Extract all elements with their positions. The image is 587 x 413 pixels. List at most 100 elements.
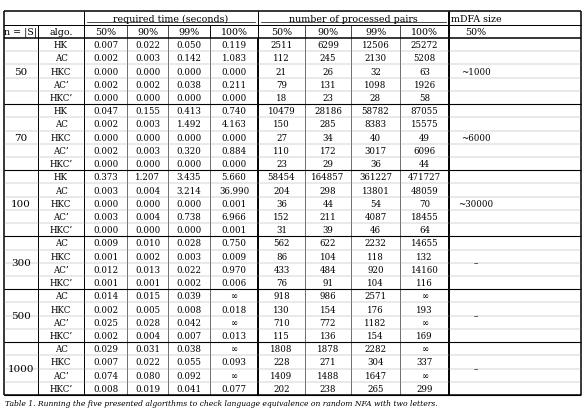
Text: HK: HK <box>54 173 68 182</box>
Text: 54: 54 <box>370 199 381 208</box>
Text: 0.000: 0.000 <box>176 94 201 103</box>
Text: 112: 112 <box>273 54 290 63</box>
Text: 298: 298 <box>320 186 336 195</box>
Text: AC: AC <box>55 344 68 354</box>
Text: 202: 202 <box>273 384 290 393</box>
Text: AC’: AC’ <box>53 81 69 90</box>
Text: 132: 132 <box>416 252 433 261</box>
Text: 0.001: 0.001 <box>93 278 118 287</box>
Text: 1409: 1409 <box>271 371 293 380</box>
Text: –: – <box>474 311 478 320</box>
Text: AC: AC <box>55 54 68 63</box>
Text: 50%: 50% <box>95 28 116 37</box>
Text: 0.142: 0.142 <box>177 54 201 63</box>
Text: 70: 70 <box>14 133 28 142</box>
Text: 0.738: 0.738 <box>177 212 201 221</box>
Text: 164857: 164857 <box>311 173 345 182</box>
Text: HKC: HKC <box>51 133 71 142</box>
Text: algo.: algo. <box>49 28 73 37</box>
Text: 1098: 1098 <box>365 81 387 90</box>
Text: ∞: ∞ <box>231 292 238 301</box>
Text: n = |S|: n = |S| <box>5 28 38 37</box>
Text: 1182: 1182 <box>365 318 387 327</box>
Text: 0.000: 0.000 <box>176 160 201 169</box>
Text: AC’: AC’ <box>53 265 69 274</box>
Text: 361227: 361227 <box>359 173 392 182</box>
Text: 1878: 1878 <box>317 344 339 354</box>
Text: 622: 622 <box>320 239 336 248</box>
Text: 0.000: 0.000 <box>135 199 160 208</box>
Text: –: – <box>474 364 478 373</box>
Text: HKC: HKC <box>51 252 71 261</box>
Text: 36: 36 <box>370 160 381 169</box>
Text: 49: 49 <box>419 133 430 142</box>
Text: 21: 21 <box>276 67 287 76</box>
Text: 920: 920 <box>367 265 384 274</box>
Text: 0.013: 0.013 <box>135 265 160 274</box>
Text: 13801: 13801 <box>362 186 389 195</box>
Text: 0.019: 0.019 <box>135 384 160 393</box>
Text: 0.003: 0.003 <box>93 186 118 195</box>
Text: mDFA size: mDFA size <box>451 14 501 24</box>
Text: 0.413: 0.413 <box>177 107 201 116</box>
Text: 0.038: 0.038 <box>177 344 201 354</box>
Text: 0.007: 0.007 <box>93 358 118 367</box>
Text: 15575: 15575 <box>411 120 438 129</box>
Text: ∞: ∞ <box>421 292 428 301</box>
Text: 271: 271 <box>320 358 336 367</box>
Text: 14160: 14160 <box>410 265 438 274</box>
Text: 0.000: 0.000 <box>221 160 247 169</box>
Text: 0.007: 0.007 <box>93 41 118 50</box>
Text: 3.214: 3.214 <box>177 186 201 195</box>
Text: 28186: 28186 <box>314 107 342 116</box>
Text: 0.000: 0.000 <box>93 199 118 208</box>
Text: 0.010: 0.010 <box>135 239 160 248</box>
Text: 0.003: 0.003 <box>93 212 118 221</box>
Text: 2571: 2571 <box>365 292 387 301</box>
Text: 1.083: 1.083 <box>221 54 247 63</box>
Text: 58454: 58454 <box>268 173 295 182</box>
Text: 0.022: 0.022 <box>177 265 201 274</box>
Text: 918: 918 <box>273 292 290 301</box>
Text: 0.001: 0.001 <box>135 278 160 287</box>
Text: 0.009: 0.009 <box>93 239 118 248</box>
Text: 0.000: 0.000 <box>221 67 247 76</box>
Text: ~30000: ~30000 <box>458 199 494 208</box>
Text: 0.000: 0.000 <box>93 225 118 235</box>
Text: 6.966: 6.966 <box>222 212 247 221</box>
Text: ∞: ∞ <box>421 344 428 354</box>
Text: 0.155: 0.155 <box>135 107 160 116</box>
Text: 32: 32 <box>370 67 381 76</box>
Text: 0.042: 0.042 <box>177 318 201 327</box>
Text: 0.000: 0.000 <box>135 67 160 76</box>
Text: 76: 76 <box>276 278 287 287</box>
Text: 70: 70 <box>419 199 430 208</box>
Text: 5208: 5208 <box>413 54 436 63</box>
Text: 0.000: 0.000 <box>135 160 160 169</box>
Text: 91: 91 <box>322 278 333 287</box>
Text: 0.002: 0.002 <box>93 331 118 340</box>
Text: 99%: 99% <box>365 28 386 37</box>
Text: 285: 285 <box>320 120 336 129</box>
Text: 46: 46 <box>370 225 381 235</box>
Text: ∞: ∞ <box>421 318 428 327</box>
Text: 500: 500 <box>11 311 31 320</box>
Text: 116: 116 <box>416 278 433 287</box>
Text: 58: 58 <box>419 94 430 103</box>
Text: 90%: 90% <box>137 28 158 37</box>
Text: 23: 23 <box>276 160 287 169</box>
Text: 238: 238 <box>320 384 336 393</box>
Text: 36: 36 <box>276 199 287 208</box>
Text: ~1000: ~1000 <box>461 67 491 76</box>
Text: 50%: 50% <box>271 28 292 37</box>
Text: 0.000: 0.000 <box>221 94 247 103</box>
Text: 0.003: 0.003 <box>135 147 160 156</box>
Text: HKC’: HKC’ <box>49 384 73 393</box>
Text: 433: 433 <box>274 265 289 274</box>
Text: 0.000: 0.000 <box>93 133 118 142</box>
Text: 4.163: 4.163 <box>222 120 247 129</box>
Text: ∞: ∞ <box>421 371 428 380</box>
Text: 0.000: 0.000 <box>93 160 118 169</box>
Text: 99%: 99% <box>178 28 200 37</box>
Text: 34: 34 <box>323 133 333 142</box>
